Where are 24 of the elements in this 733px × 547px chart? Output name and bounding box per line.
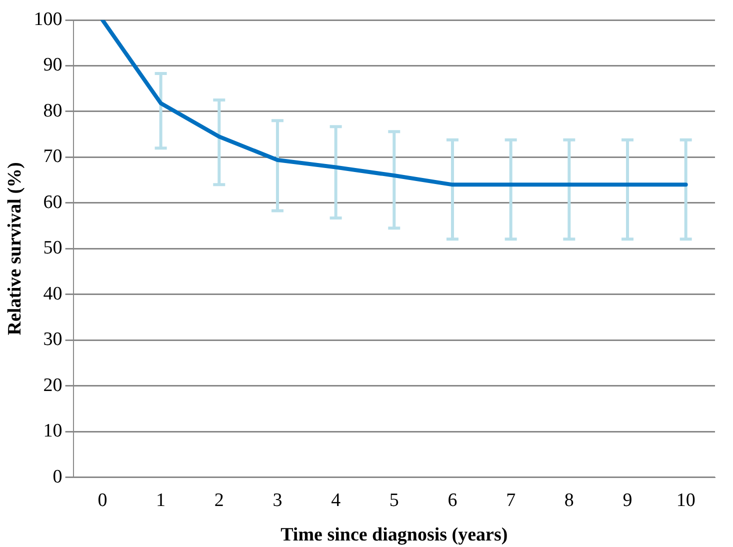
x-tick-label: 4 — [331, 490, 342, 511]
y-tick-label: 20 — [43, 374, 62, 396]
y-tick-label: 60 — [43, 192, 62, 213]
x-tick-label: 3 — [272, 490, 282, 511]
y-tick-label: 70 — [43, 146, 62, 168]
y-tick-label: 30 — [43, 329, 62, 350]
x-tick-label: 9 — [622, 490, 632, 511]
x-tick-label: 2 — [214, 490, 224, 511]
x-tick-label: 10 — [676, 490, 696, 511]
y-tick-label: 50 — [43, 238, 62, 259]
y-axis-title: Relative survival (%) — [4, 162, 26, 336]
y-tick-label: 90 — [43, 54, 62, 76]
y-tick-label: 40 — [43, 283, 62, 304]
y-tick-label: 10 — [43, 420, 62, 442]
y-tick-label: 80 — [43, 100, 62, 122]
y-tick-label: 100 — [34, 8, 62, 30]
x-axis-title: Time since diagnosis (years) — [280, 524, 508, 546]
x-tick-label: 6 — [448, 490, 458, 511]
x-tick-label: 5 — [389, 490, 399, 511]
x-tick-label: 1 — [156, 490, 166, 511]
x-tick-label: 7 — [506, 490, 516, 511]
x-tick-label: 8 — [564, 490, 574, 511]
y-tick-label: 0 — [52, 466, 62, 488]
x-tick-label: 0 — [98, 490, 108, 511]
